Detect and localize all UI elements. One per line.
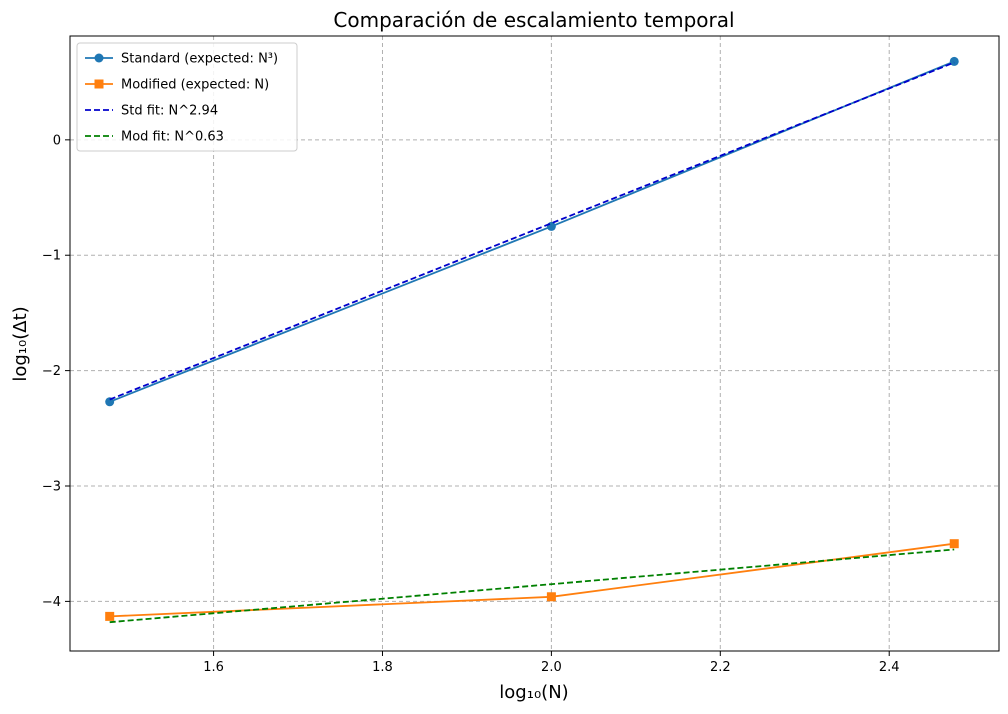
plot-frame — [69, 35, 1000, 652]
x-tick-label: 1.8 — [372, 660, 393, 675]
legend-label: Std fit: N^2.94 — [121, 104, 218, 119]
legend-item: Standard (expected: N³) — [85, 52, 278, 67]
data-point — [949, 539, 959, 549]
chart-title: Comparación de escalamiento temporal — [333, 8, 734, 32]
series-2 — [109, 61, 955, 401]
series-3 — [109, 548, 955, 624]
legend-label: Mod fit: N^0.63 — [121, 130, 224, 145]
series-0 — [105, 56, 959, 407]
y-tick-label: −3 — [42, 480, 61, 495]
x-tick-label: 2.0 — [541, 660, 562, 675]
ticks: 1.6 1.8 2.0 2.2 2.4 −4 −3 −2 −1 0 — [42, 133, 900, 675]
series-line — [109, 61, 955, 401]
series-1 — [105, 539, 959, 621]
series-line — [109, 542, 955, 618]
legend-marker — [94, 79, 104, 89]
y-axis-label: log₁₀(Δt) — [10, 306, 31, 381]
y-tick-label: −1 — [42, 249, 61, 264]
legend: Standard (expected: N³) Modified (expecte… — [76, 42, 298, 152]
legend-label: Standard (expected: N³) — [121, 52, 278, 67]
legend-marker — [94, 53, 104, 63]
y-tick-label: −2 — [42, 364, 61, 379]
x-tick-label: 2.4 — [879, 660, 900, 675]
x-axis-label: log₁₀(N) — [499, 682, 568, 703]
data-point — [546, 592, 556, 602]
data-point — [105, 611, 115, 621]
x-tick-label: 1.6 — [203, 660, 224, 675]
data-point — [949, 56, 959, 66]
legend-item: Mod fit: N^0.63 — [85, 130, 224, 145]
legend-item: Modified (expected: N) — [85, 78, 269, 93]
series-layer — [105, 56, 959, 624]
y-tick-label: 0 — [53, 133, 61, 148]
legend-box — [76, 42, 298, 152]
data-point — [546, 221, 556, 231]
x-tick-label: 2.2 — [710, 660, 731, 675]
series-line — [109, 548, 955, 624]
y-tick-label: −4 — [42, 595, 61, 610]
legend-label: Modified (expected: N) — [121, 78, 269, 93]
legend-item: Std fit: N^2.94 — [85, 104, 218, 119]
